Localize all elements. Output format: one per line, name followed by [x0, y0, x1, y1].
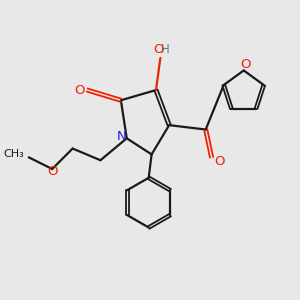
Text: O: O	[75, 83, 85, 97]
Text: CH₃: CH₃	[4, 149, 24, 159]
Text: O: O	[214, 155, 225, 168]
Text: O: O	[154, 43, 164, 56]
Text: N: N	[117, 130, 126, 143]
Text: O: O	[47, 165, 58, 178]
Text: O: O	[240, 58, 250, 70]
Text: H: H	[160, 43, 169, 56]
